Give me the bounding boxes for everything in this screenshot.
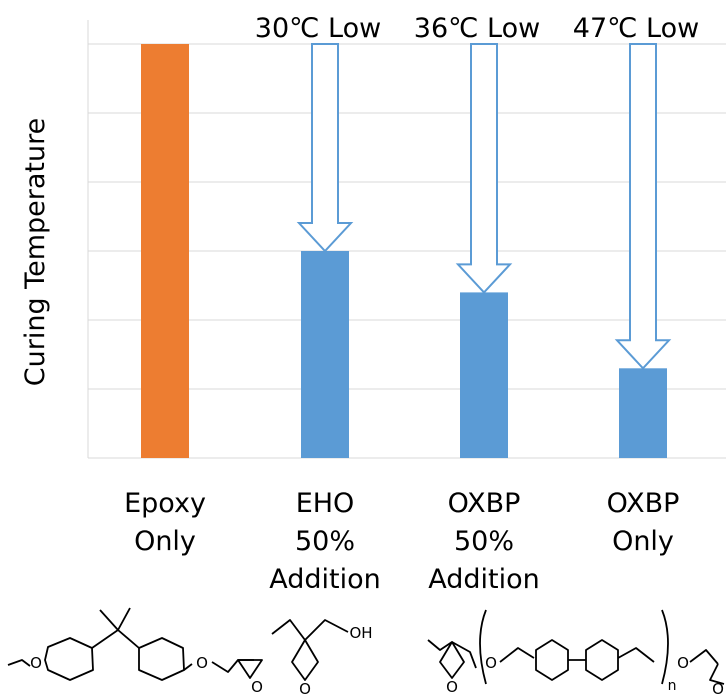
x-tick-label: Epoxy (124, 488, 206, 519)
epoxy-structure (7, 607, 263, 681)
atom-label: O (196, 654, 208, 672)
arrow-2 (614, 43, 672, 370)
bars (141, 44, 667, 458)
annotation-1: 36℃ Low (414, 13, 540, 44)
annotation-2: 47℃ Low (573, 13, 699, 44)
bar-2 (460, 292, 508, 458)
atom-label: O (677, 654, 689, 672)
atom-label: O (299, 680, 311, 696)
atom-label: O (30, 654, 42, 672)
atom-label: O (446, 678, 458, 696)
reduction-arrows (296, 43, 672, 370)
atom-label: n (668, 678, 677, 694)
x-tick-label: OXBP (448, 488, 521, 519)
bar-0 (141, 44, 189, 458)
arrow-1 (455, 43, 513, 294)
x-tick-label: EHO (296, 488, 355, 519)
atom-label: O (712, 680, 724, 696)
annotations: 30℃ Low 36℃ Low 47℃ Low (255, 13, 699, 44)
atom-label: O (251, 678, 263, 696)
gridlines (87, 20, 726, 459)
annotation-0: 30℃ Low (255, 13, 381, 44)
x-tick-label: 50% (295, 526, 355, 557)
y-axis-label: Curing Temperature (20, 118, 51, 386)
arrow-0 (296, 43, 354, 253)
x-tick-label: Only (612, 526, 674, 557)
x-tick-label: OXBP (607, 488, 680, 519)
chemical-structures (7, 607, 725, 685)
bar-1 (301, 251, 349, 458)
atom-label: O (485, 654, 497, 672)
x-axis-labels: Epoxy Only EHO 50% Addition OXBP 50% Addition OX… (124, 488, 679, 595)
bar-3 (619, 368, 667, 458)
x-tick-label: 50% (454, 526, 514, 557)
x-tick-label: Addition (428, 564, 540, 595)
x-tick-label: Only (134, 526, 196, 557)
atom-label: OH (349, 624, 372, 642)
eho-structure (271, 619, 349, 681)
oxbp-structure (427, 609, 725, 685)
x-tick-label: Addition (269, 564, 381, 595)
